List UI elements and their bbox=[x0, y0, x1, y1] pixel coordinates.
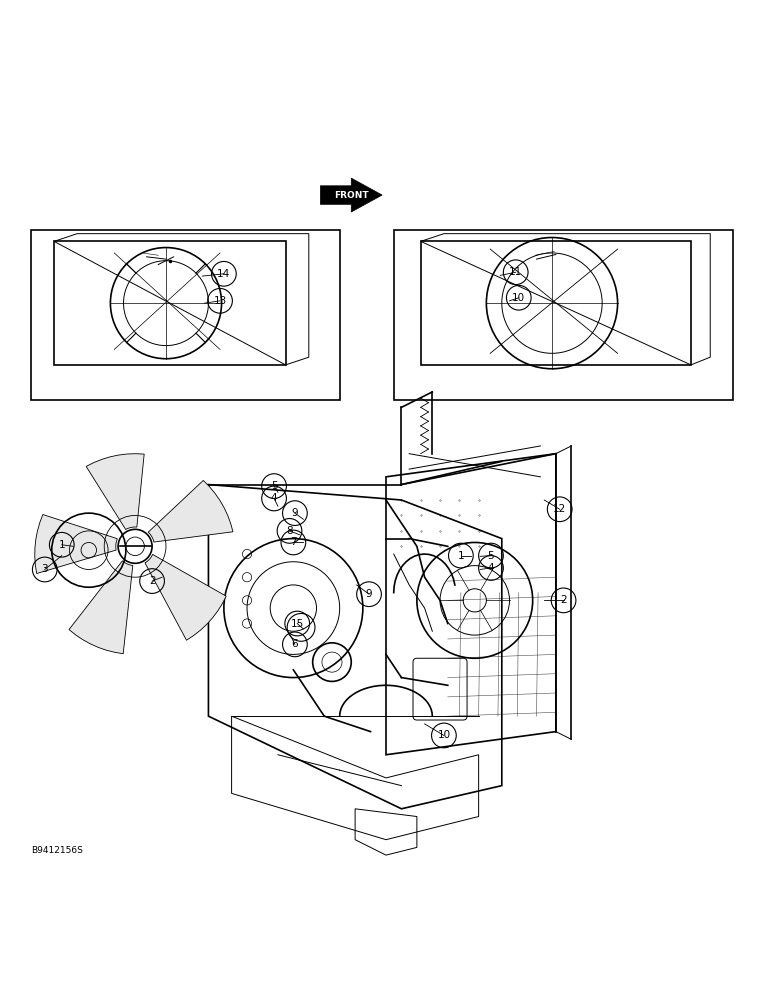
Text: 10: 10 bbox=[437, 730, 451, 740]
Text: FRONT: FRONT bbox=[334, 191, 368, 200]
Text: 9: 9 bbox=[292, 508, 298, 518]
Polygon shape bbox=[145, 554, 226, 640]
Text: 11: 11 bbox=[509, 267, 523, 277]
Polygon shape bbox=[86, 454, 144, 529]
Polygon shape bbox=[148, 480, 233, 542]
Text: 4: 4 bbox=[271, 493, 277, 503]
Text: 15: 15 bbox=[290, 619, 304, 629]
Text: 9: 9 bbox=[366, 589, 372, 599]
Text: 3: 3 bbox=[42, 564, 48, 574]
Text: 1: 1 bbox=[458, 551, 464, 561]
Text: 10: 10 bbox=[512, 293, 526, 303]
Text: 2: 2 bbox=[149, 576, 155, 586]
Text: 12: 12 bbox=[553, 504, 567, 514]
Text: 8: 8 bbox=[286, 526, 293, 536]
Text: 4: 4 bbox=[488, 563, 494, 573]
Text: B9412156S: B9412156S bbox=[31, 846, 83, 855]
Polygon shape bbox=[320, 178, 382, 212]
Text: 2: 2 bbox=[560, 595, 567, 605]
Text: 14: 14 bbox=[217, 269, 231, 279]
Polygon shape bbox=[69, 561, 133, 654]
Text: 5: 5 bbox=[488, 551, 494, 561]
Polygon shape bbox=[35, 515, 117, 574]
Text: 5: 5 bbox=[271, 481, 277, 491]
Text: 6: 6 bbox=[292, 639, 298, 649]
Text: 1: 1 bbox=[59, 540, 65, 550]
Text: 13: 13 bbox=[213, 296, 227, 306]
Text: 7: 7 bbox=[290, 537, 296, 547]
